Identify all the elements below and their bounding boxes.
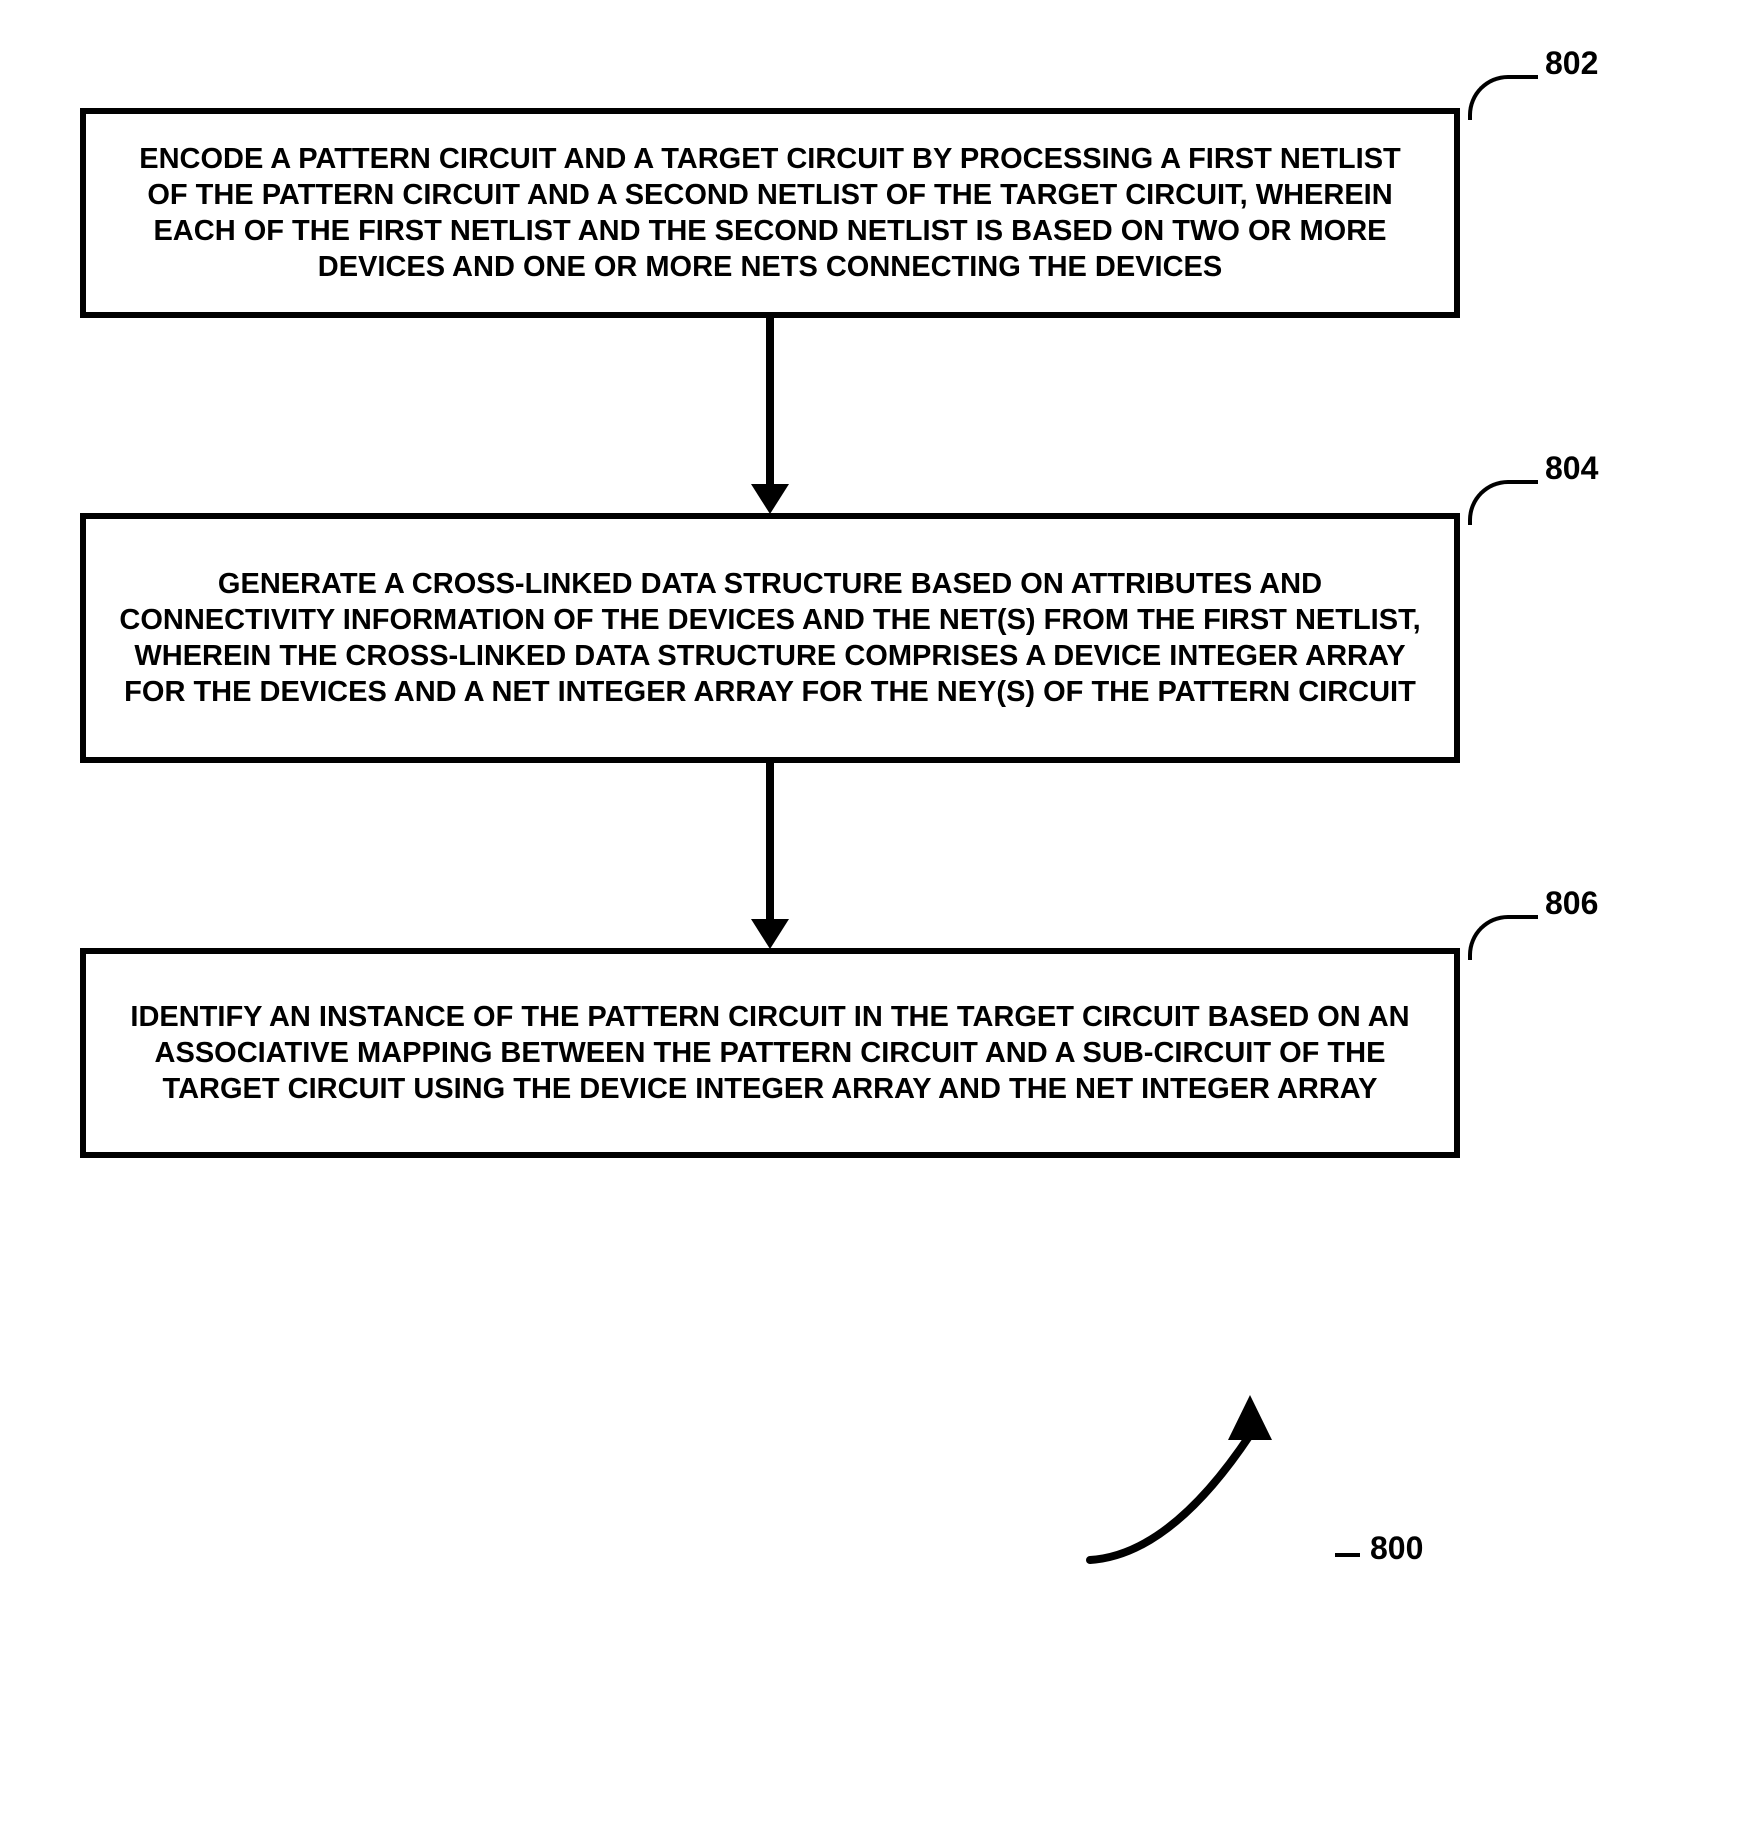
flow-step-804-text: GENERATE A CROSS-LINKED DATA STRUCTURE B… [116,566,1424,711]
leader-804 [1468,480,1538,525]
flow-step-804: GENERATE A CROSS-LINKED DATA STRUCTURE B… [80,513,1460,763]
flowchart-container: ENCODE A PATTERN CIRCUIT AND A TARGET CI… [0,0,1762,1844]
figure-ref-swoosh [1060,1380,1380,1600]
figure-ref-label: 800 [1370,1530,1423,1567]
arrow-804-806-head [751,919,789,949]
arrow-802-804-head [751,484,789,514]
label-802: 802 [1545,45,1598,82]
flow-step-802: ENCODE A PATTERN CIRCUIT AND A TARGET CI… [80,108,1460,318]
leader-806 [1468,915,1538,960]
flow-step-806-text: IDENTIFY AN INSTANCE OF THE PATTERN CIRC… [116,999,1424,1108]
flow-step-802-text: ENCODE A PATTERN CIRCUIT AND A TARGET CI… [116,141,1424,286]
label-806: 806 [1545,885,1598,922]
label-804: 804 [1545,450,1598,487]
flow-step-806: IDENTIFY AN INSTANCE OF THE PATTERN CIRC… [80,948,1460,1158]
arrow-804-806-line [766,763,774,921]
arrow-802-804-line [766,318,774,486]
leader-802 [1468,75,1538,120]
